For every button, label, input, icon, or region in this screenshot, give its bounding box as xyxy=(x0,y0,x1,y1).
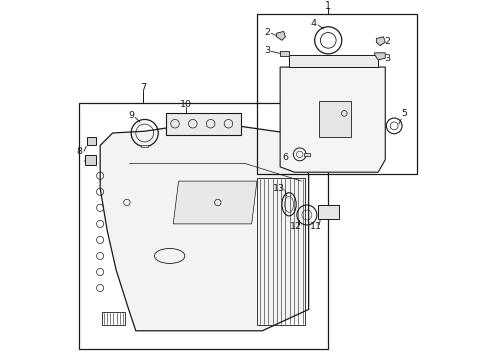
Text: 7: 7 xyxy=(140,84,146,94)
Text: 2: 2 xyxy=(264,28,269,37)
Polygon shape xyxy=(376,37,385,46)
Bar xyxy=(79,103,327,348)
Text: 8: 8 xyxy=(77,147,82,156)
Text: 3: 3 xyxy=(383,54,389,63)
Bar xyxy=(257,177,305,325)
Bar xyxy=(102,312,125,325)
Text: 9: 9 xyxy=(128,111,134,120)
Bar xyxy=(166,113,241,135)
Text: 2: 2 xyxy=(383,37,389,46)
Polygon shape xyxy=(173,181,257,224)
Polygon shape xyxy=(280,51,288,57)
Polygon shape xyxy=(141,145,148,147)
Polygon shape xyxy=(100,126,308,331)
Polygon shape xyxy=(304,153,310,156)
Text: 3: 3 xyxy=(264,46,269,55)
Polygon shape xyxy=(374,53,385,60)
Text: 13: 13 xyxy=(273,184,285,193)
Text: 5: 5 xyxy=(400,109,407,118)
Text: 12: 12 xyxy=(289,222,301,231)
Text: 4: 4 xyxy=(310,19,316,28)
Polygon shape xyxy=(84,155,95,165)
Text: 10: 10 xyxy=(179,100,191,109)
Polygon shape xyxy=(276,31,285,40)
Text: 6: 6 xyxy=(282,153,288,162)
Bar xyxy=(257,14,416,174)
Bar xyxy=(319,101,351,136)
Polygon shape xyxy=(280,67,385,172)
Text: 1: 1 xyxy=(325,1,331,12)
Polygon shape xyxy=(86,136,95,145)
Text: 11: 11 xyxy=(309,222,321,231)
Bar xyxy=(317,205,338,219)
Polygon shape xyxy=(288,55,377,67)
